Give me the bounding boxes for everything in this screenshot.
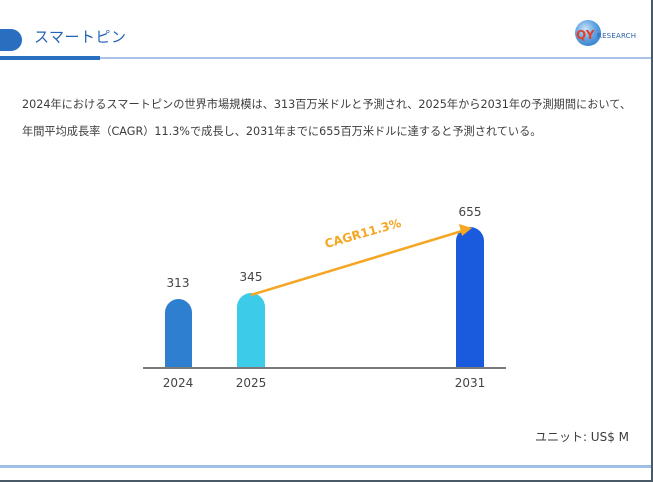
bar-2025: [237, 293, 265, 367]
title-tab-marker: [0, 29, 22, 51]
frame-border-bottom: [0, 480, 653, 482]
x-tick-2025: 2025: [235, 376, 267, 390]
bar-2024: [165, 299, 192, 367]
page-title: スマートピン: [34, 28, 127, 46]
bar-value-2024: 313: [166, 276, 190, 290]
market-description: 2024年におけるスマートピンの世界市場規模は、313百万米ドルと予測され、20…: [22, 98, 632, 138]
bar-value-2031: 655: [458, 205, 482, 219]
title-underline: [100, 57, 651, 59]
qyresearch-logo: QY RESEARCH: [575, 20, 645, 50]
logo-mark: QY: [576, 28, 594, 42]
frame-border-right: [651, 0, 653, 482]
x-tick-2024: 2024: [162, 376, 194, 390]
unit-label: ユニット: US$ M: [534, 430, 629, 444]
globe-icon: [575, 20, 601, 46]
x-axis: [143, 367, 506, 369]
bar-value-2025: 345: [239, 270, 263, 284]
x-tick-2031: 2031: [454, 376, 486, 390]
logo-text: RESEARCH: [597, 32, 637, 40]
title-underline-accent: [0, 56, 100, 60]
footer-divider: [0, 465, 651, 468]
bar-2031: [456, 227, 484, 367]
